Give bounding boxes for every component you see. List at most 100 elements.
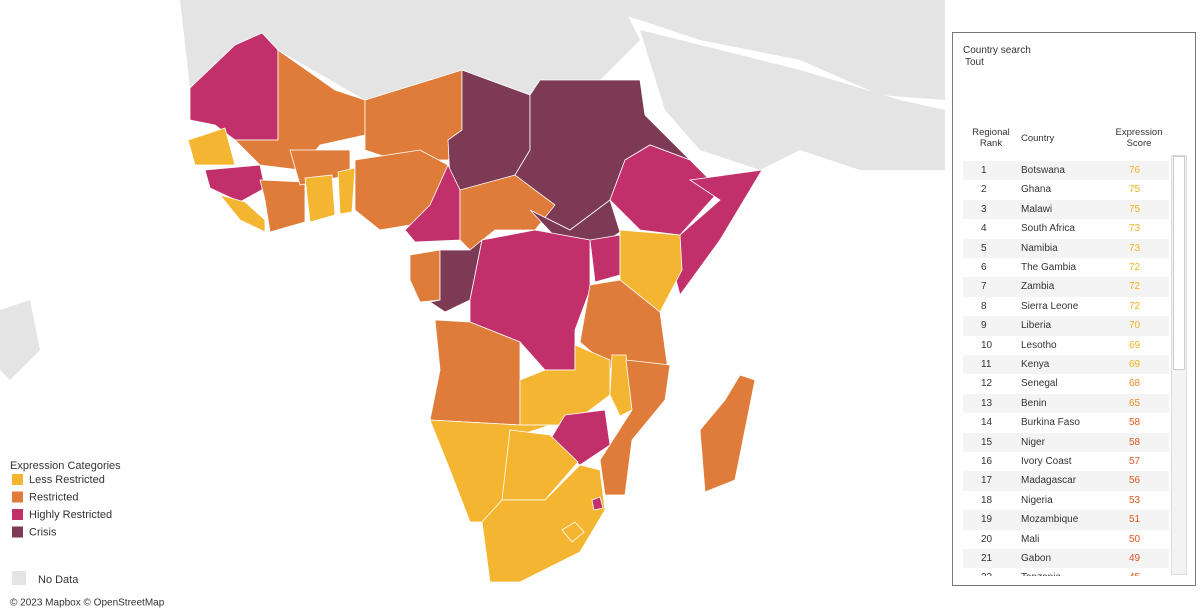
score-cell: 76 [1129,165,1141,176]
country-cell: Senegal [1021,378,1058,390]
rank-cell: 2 [981,184,987,196]
table-row: 2 Ghana 75 [963,180,1169,200]
table-row: 1 Botswana 76 [963,161,1169,181]
table-row: 4 South Africa 73 [963,219,1169,239]
legend-swatch [12,509,23,520]
country-cell: The Gambia [1021,262,1077,273]
scrollbar[interactable] [1171,155,1187,575]
table-row: 10 Lesotho 69 [963,335,1169,355]
score-cell: 70 [1129,320,1141,332]
country-cell: Niger [1021,436,1045,448]
search-value[interactable]: Tout [965,57,984,68]
legend-label: Crisis [29,526,57,538]
rank-cell: 14 [981,417,993,429]
legend-title: Expression Categories [10,460,121,472]
score-cell: 50 [1129,533,1141,545]
legend-label: Less Restricted [29,474,105,486]
rank-cell: 6 [981,262,987,273]
rank-cell: 21 [981,553,993,564]
table-row: 9 Liberia 70 [963,316,1169,336]
column-header[interactable]: Country [1021,133,1055,144]
legend-swatch [12,491,23,503]
country-cell: Kenya [1021,359,1050,370]
legend-label: No Data [38,574,79,586]
table-row: 21 Gabon 49 [963,549,1169,569]
score-cell: 75 [1129,184,1141,196]
country-cell: Nigeria [1021,494,1053,506]
rank-cell: 22 [981,568,992,576]
table-row: 14 Burkina Faso 58 [963,413,1169,433]
country-cell: Mali [1021,533,1040,545]
country-cell: Liberia [1021,320,1052,332]
rank-cell: 1 [981,165,987,176]
score-cell: 72 [1129,262,1141,273]
country-cell: Zambia [1021,281,1055,293]
score-cell: 68 [1129,378,1141,390]
background-land [0,0,945,380]
rank-cell: 10 [981,339,993,351]
score-cell: 65 [1129,397,1141,409]
attribution: © 2023 Mapbox © OpenStreetMap [10,598,165,609]
country-panel: Country search Tout Regional Rank Countr… [952,32,1196,586]
table-row: 8 Sierra Leone 72 [963,296,1169,317]
legend: Less Restricted Restricted Highly Restrict… [12,474,112,538]
rank-cell: 9 [981,320,987,332]
legend-label: Highly Restricted [29,509,112,521]
score-cell: 72 [1129,281,1141,293]
legend-label: Restricted [29,491,79,503]
rank-cell: 7 [981,281,987,293]
country-cell: Ghana [1021,184,1052,196]
country-cell: Mozambique [1021,514,1079,526]
rank-cell: 12 [981,378,993,390]
score-cell: 75 [1129,203,1141,215]
score-cell: 58 [1129,436,1141,448]
country-cell: Burkina Faso [1021,417,1080,429]
table-row: 13 Benin 65 [963,393,1169,414]
table-row: 7 Zambia 72 [963,277,1169,297]
score-cell: 73 [1129,223,1141,235]
rank-cell: 13 [981,397,993,409]
score-cell: 73 [1129,242,1141,254]
country-cell: Tanzania [1021,568,1061,576]
score-cell: 49 [1129,553,1141,564]
rank-cell: 3 [981,203,987,215]
rank-cell: 4 [981,223,987,235]
table-row: 16 Ivory Coast 57 [963,452,1169,472]
score-cell: 58 [1129,417,1141,429]
scroll-thumb[interactable] [1173,156,1185,370]
table-row: 3 Malawi 75 [963,199,1169,220]
table-row: 19 Mozambique 51 [963,510,1169,530]
score-cell: 69 [1129,359,1141,370]
score-cell: 69 [1129,339,1141,351]
country-cell: Ivory Coast [1021,456,1072,467]
score-cell: 57 [1129,456,1141,467]
table-row: 15 Niger 58 [963,432,1169,452]
map: Expression Categories Less Restricted Res… [0,0,945,609]
score-cell: 56 [1129,475,1141,487]
country-cell: Madagascar [1021,475,1077,487]
table-body: 1 Botswana 76 2 Ghana 75 3 Malawi 75 4 South Afric… [963,157,1169,576]
country-cell: Sierra Leone [1021,300,1079,312]
rank-cell: 19 [981,514,993,526]
legend-swatch [12,474,23,485]
table-row: 12 Senegal 68 [963,374,1169,394]
rank-cell: 17 [981,475,993,487]
countries [187,32,763,583]
country-cell: Benin [1021,397,1047,409]
country-cell: Botswana [1021,165,1065,176]
rank-cell: 8 [981,300,987,312]
table-row: 5 Namibia 73 [963,238,1169,258]
rank-cell: 16 [981,456,993,467]
country-cell: Namibia [1021,242,1058,254]
rank-cell: 11 [981,359,992,370]
column-header[interactable]: Expression Score [1115,127,1163,149]
column-header[interactable]: Regional Rank [972,127,1010,149]
rank-cell: 18 [981,494,993,506]
score-cell: 53 [1129,494,1141,506]
country-cell: Lesotho [1021,339,1057,351]
table-row: 11 Kenya 69 [963,355,1169,375]
legend-swatch [12,526,23,538]
table-row: 17 Madagascar 56 [963,471,1169,491]
table-row: 6 The Gambia 72 [963,258,1169,278]
